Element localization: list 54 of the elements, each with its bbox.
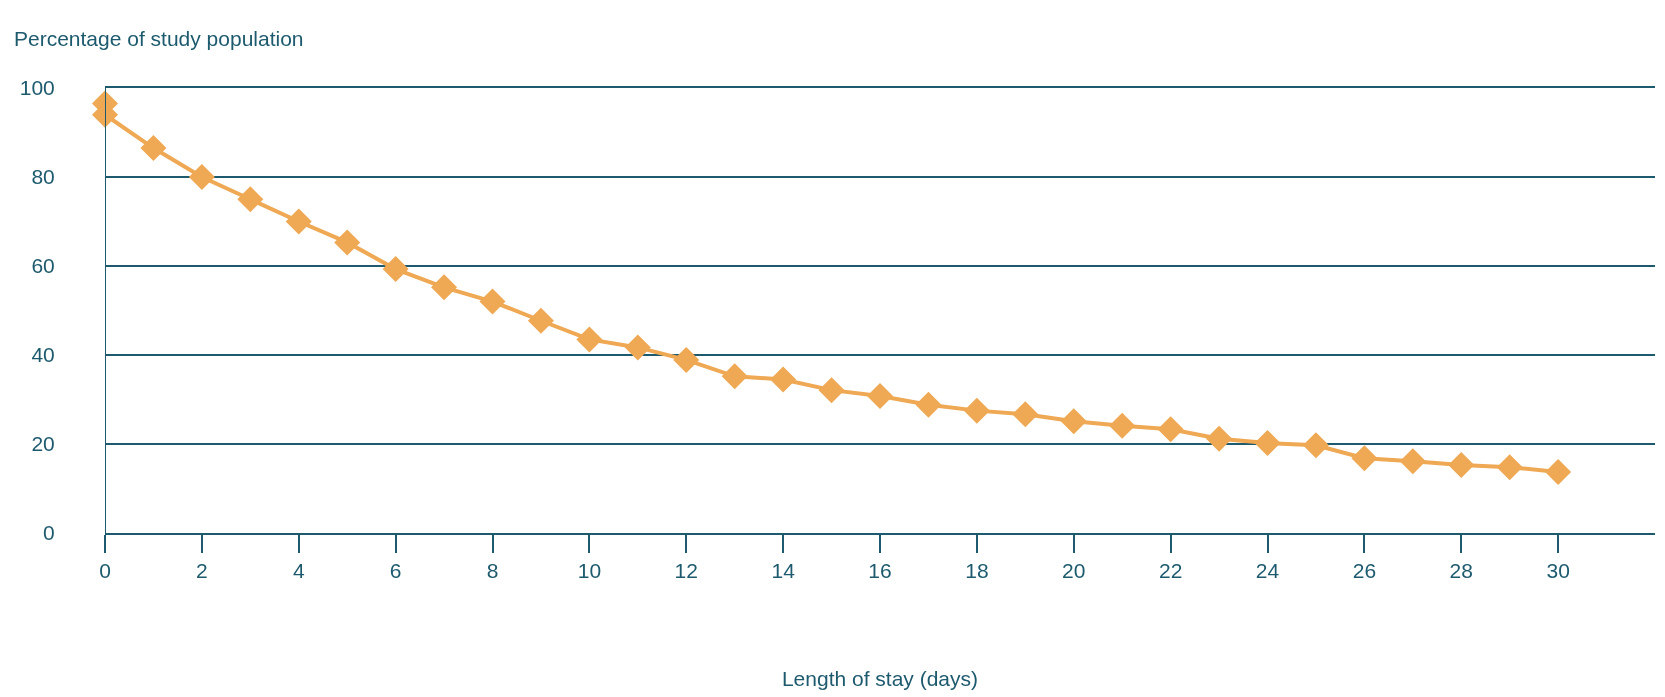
x-tick-label: 12: [674, 559, 698, 583]
point: [1157, 416, 1184, 443]
point: [1496, 454, 1523, 481]
point: [1448, 451, 1475, 478]
x-tick-label: 24: [1255, 559, 1280, 583]
y-tick-label: 0: [43, 521, 55, 545]
x-tick-label: 28: [1449, 559, 1473, 583]
point: [1109, 412, 1136, 439]
x-tick-label: 26: [1352, 559, 1377, 583]
point: [237, 186, 264, 213]
x-tick-label: 16: [868, 559, 892, 583]
y-tick-label: 60: [31, 254, 55, 278]
point: [915, 391, 942, 418]
x-tick-label: 14: [771, 559, 796, 583]
point: [1254, 430, 1281, 457]
y-tick-label: 20: [31, 432, 55, 456]
point: [673, 346, 700, 373]
point: [1302, 432, 1329, 459]
x-tick-label: 0: [99, 559, 111, 583]
point: [431, 274, 458, 301]
y-axis-title: Percentage of study population: [14, 27, 304, 50]
point: [624, 334, 651, 361]
point: [1060, 408, 1087, 435]
x-tick-label: 2: [196, 559, 208, 583]
point: [770, 366, 797, 393]
point: [818, 377, 845, 404]
point: [334, 229, 361, 256]
point: [1545, 459, 1572, 486]
point: [479, 288, 506, 315]
point: [1399, 448, 1426, 475]
point: [1206, 425, 1233, 452]
x-tick-label: 8: [486, 559, 499, 583]
point: [576, 326, 603, 353]
point: [1351, 445, 1378, 472]
x-tick-label: 6: [389, 559, 402, 583]
point: [285, 208, 312, 235]
point: [721, 363, 748, 390]
x-axis-title: Length of stay (days): [781, 666, 979, 690]
x-tick-label: 4: [292, 559, 305, 583]
point: [867, 382, 893, 409]
x-tick-label: 20: [1062, 559, 1086, 583]
point: [382, 256, 409, 283]
y-tick-label: 100: [19, 76, 55, 100]
point: [527, 307, 554, 334]
x-tick-label: 10: [577, 559, 602, 583]
point: [140, 135, 167, 162]
point: [188, 164, 215, 190]
point: [1012, 401, 1039, 428]
y-tick-label: 40: [31, 343, 55, 367]
point: [963, 397, 990, 424]
y-tick-label: 80: [31, 165, 55, 189]
x-tick-label: 18: [965, 559, 989, 583]
x-tick-label: 22: [1158, 559, 1183, 583]
x-tick-label: 30: [1546, 559, 1570, 583]
